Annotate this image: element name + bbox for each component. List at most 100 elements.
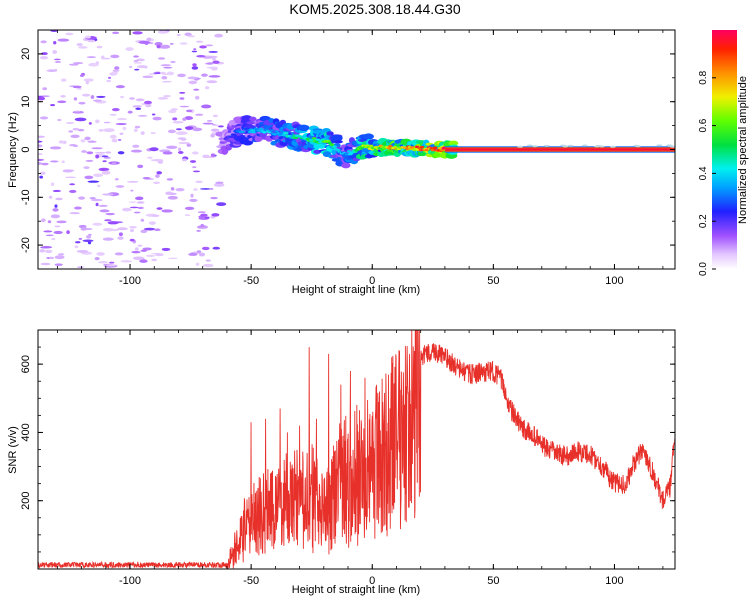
x-tick-label: 50	[487, 275, 499, 287]
noise-speckle	[92, 99, 103, 102]
noise-speckle	[175, 128, 182, 131]
noise-speckle	[165, 191, 173, 196]
noise-speckle	[149, 147, 159, 152]
noise-speckle	[184, 32, 192, 37]
noise-speckle	[168, 257, 178, 260]
noise-speckle	[52, 50, 58, 55]
noise-speckle	[103, 156, 111, 159]
colorbar-tick-label: 0.4	[698, 166, 709, 180]
noise-speckle	[133, 55, 139, 58]
signal-core	[284, 132, 289, 135]
noise-speckle	[128, 201, 137, 203]
signal-blob	[448, 140, 459, 146]
noise-speckle	[199, 188, 212, 190]
noise-speckle	[78, 46, 88, 49]
noise-speckle	[72, 85, 82, 89]
noise-speckle	[136, 58, 145, 62]
noise-speckle	[102, 193, 114, 196]
noise-speckle	[109, 134, 117, 139]
snr-panel: -100 -50 0 50 100 200 400 600 Height of straig…	[7, 329, 676, 596]
noise-speckle	[177, 73, 186, 78]
noise-speckle	[200, 227, 207, 230]
noise-speckle	[134, 247, 139, 251]
noise-speckle	[187, 76, 198, 80]
tone-band-speckle	[517, 145, 524, 148]
noise-speckle	[213, 124, 219, 127]
tone-band-core	[444, 148, 675, 151]
noise-speckle	[112, 69, 120, 72]
noise-speckle	[86, 56, 96, 58]
noise-speckle	[184, 116, 194, 120]
noise-speckle	[182, 117, 187, 121]
noise-speckle	[192, 170, 201, 173]
signal-core	[437, 147, 443, 150]
noise-speckle	[94, 151, 107, 154]
noise-speckle	[117, 151, 125, 155]
noise-speckle	[179, 91, 186, 94]
x-tick-label: 0	[369, 575, 375, 587]
noise-speckle	[155, 253, 164, 257]
noise-speckle	[142, 75, 154, 79]
x-tick-label: 50	[487, 575, 499, 587]
noise-speckle	[39, 249, 46, 253]
y-tick-label: 10	[20, 96, 32, 108]
noise-speckle	[154, 228, 161, 232]
noise-speckle	[57, 100, 67, 104]
noise-speckle	[120, 260, 133, 263]
noise-speckle	[161, 209, 173, 213]
noise-speckle	[150, 132, 156, 134]
noise-speckle	[51, 237, 56, 241]
colorbar-tick-label: 0.0	[698, 262, 709, 276]
noise-speckle	[87, 39, 96, 43]
noise-speckle	[111, 108, 120, 112]
noise-speckle	[76, 249, 89, 253]
noise-speckle	[172, 120, 184, 124]
noise-speckle	[157, 160, 164, 164]
noise-speckle	[77, 88, 82, 90]
noise-speckle	[170, 60, 176, 64]
noise-speckle	[125, 47, 134, 51]
noise-speckle	[102, 237, 114, 241]
noise-speckle	[115, 122, 127, 126]
signal-core	[274, 130, 279, 133]
snr-y-label: SNR (v/v)	[7, 426, 19, 474]
noise-speckle	[95, 154, 100, 159]
noise-speckle	[205, 44, 214, 47]
noise-speckle	[156, 207, 163, 210]
figure-title: KOM5.2025.308.18.44.G30	[289, 1, 460, 17]
noise-speckle	[38, 162, 43, 165]
noise-speckle	[176, 34, 181, 36]
noise-speckle	[130, 189, 134, 192]
noise-speckle	[65, 32, 74, 36]
signal-core	[410, 146, 415, 149]
noise-speckle	[38, 153, 43, 156]
y-tick-label: -20	[20, 237, 32, 253]
noise-speckle	[61, 160, 65, 164]
noise-speckle	[157, 97, 169, 100]
signal-core	[269, 129, 274, 132]
noise-speckle	[169, 43, 174, 45]
noise-speckle	[156, 171, 162, 175]
noise-speckle	[50, 103, 56, 107]
signal-blob	[341, 162, 351, 169]
noise-speckle	[116, 118, 128, 121]
noise-speckle	[191, 50, 198, 53]
noise-speckle	[178, 147, 182, 152]
tone-band-speckle	[526, 144, 533, 147]
snr-x-label: Height of straight line (km)	[292, 584, 420, 596]
noise-speckle	[115, 85, 125, 89]
signal-core	[377, 147, 382, 150]
signal-blob	[334, 140, 343, 144]
noise-speckle	[53, 58, 61, 61]
signal-core	[359, 147, 364, 150]
noise-speckle	[49, 146, 62, 150]
noise-speckle	[81, 150, 87, 153]
noise-speckle	[95, 119, 100, 124]
spectrogram-y-label: Frequency (Hz)	[7, 112, 19, 188]
noise-speckle	[76, 42, 83, 47]
noise-speckle	[208, 51, 218, 53]
signal-blob	[363, 133, 374, 140]
noise-speckle	[131, 250, 141, 254]
noise-speckle	[74, 206, 82, 210]
noise-speckle	[40, 40, 47, 44]
